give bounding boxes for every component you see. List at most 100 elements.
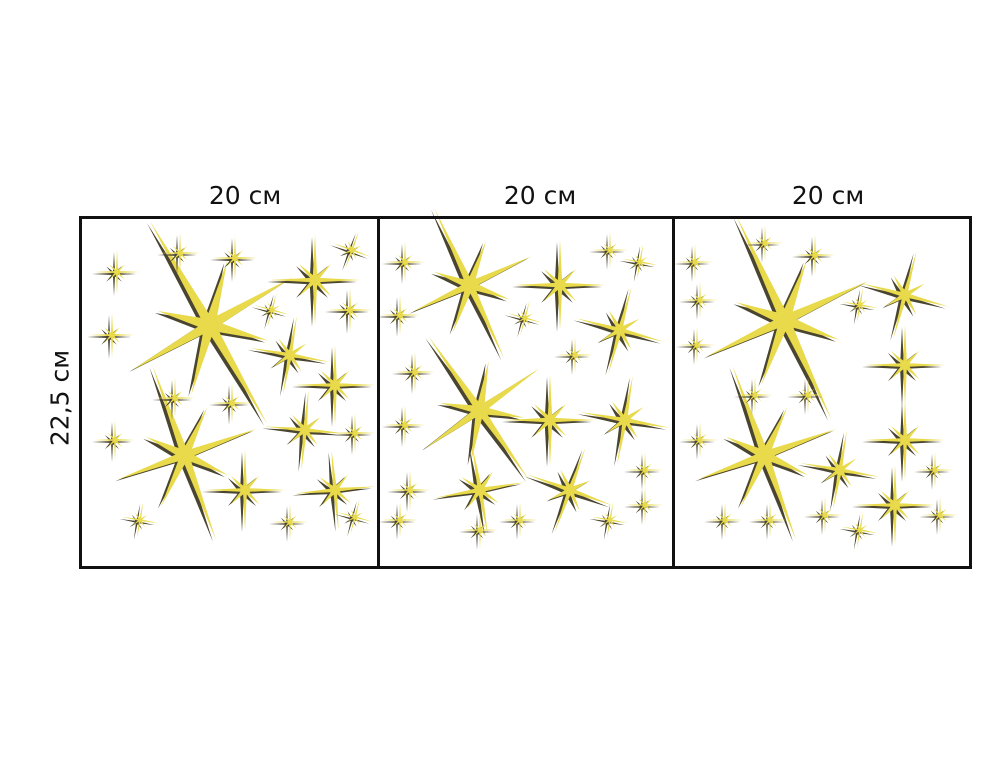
panel-3-width-label: 20 см <box>791 181 865 210</box>
star-sticker <box>695 365 837 542</box>
star-sticker <box>862 325 945 407</box>
eight-point-star-icon <box>385 242 425 282</box>
eight-point-star-icon <box>842 512 878 548</box>
eight-point-star-icon <box>90 313 134 357</box>
eight-point-star-icon <box>682 422 718 458</box>
star-sticker <box>459 512 498 550</box>
star-sticker <box>432 445 525 537</box>
eight-point-star-icon <box>592 502 628 538</box>
star-sticker <box>325 288 372 334</box>
star-sticker <box>377 295 420 337</box>
star-sticker <box>129 221 294 426</box>
star-shadow <box>744 227 780 263</box>
eight-point-star-icon <box>917 452 953 488</box>
panel-divider-2 <box>672 216 675 569</box>
eight-point-star-icon <box>118 365 257 540</box>
eight-point-star-icon <box>265 390 345 470</box>
star-sticker <box>499 502 538 540</box>
eight-point-star-icon <box>155 378 195 418</box>
star-sticker <box>387 470 430 512</box>
star-sticker <box>524 447 613 535</box>
eight-point-star-icon <box>747 225 783 261</box>
star-sticker <box>332 413 375 455</box>
star-sticker <box>919 497 958 535</box>
star-shadow <box>674 246 710 282</box>
eight-point-star-icon <box>122 502 158 538</box>
eight-point-star-icon <box>922 497 958 533</box>
star-sticker <box>119 502 158 540</box>
eight-point-star-icon <box>335 413 375 453</box>
eight-point-star-icon <box>212 383 252 423</box>
star-sticker <box>797 430 880 512</box>
star-sticker <box>251 292 290 330</box>
eight-point-star-icon <box>502 502 538 538</box>
star-sticker <box>624 452 663 490</box>
star-shadow <box>589 234 625 270</box>
star-sticker <box>269 504 308 542</box>
eight-point-star-icon <box>677 244 713 280</box>
star-sticker <box>679 422 718 460</box>
star-sticker <box>703 215 869 421</box>
star-sticker <box>504 300 543 338</box>
star-sticker <box>573 286 664 376</box>
star-sticker <box>292 450 375 532</box>
eight-point-star-icon <box>250 315 330 395</box>
star-sticker <box>92 420 135 462</box>
eight-point-star-icon <box>507 300 543 336</box>
star-sticker <box>858 251 949 341</box>
star-sticker <box>512 240 605 332</box>
eight-point-star-icon <box>576 286 664 374</box>
star-sticker <box>744 225 783 263</box>
star-sticker <box>392 352 435 394</box>
star-sticker <box>734 377 773 415</box>
star-sticker <box>577 375 670 467</box>
star-sticker <box>589 232 628 270</box>
star-sticker <box>202 450 285 532</box>
eight-point-star-icon <box>865 325 945 405</box>
eight-point-star-icon <box>132 221 294 424</box>
eight-point-star-icon <box>382 502 418 538</box>
panel-2-width-label: 20 см <box>503 181 577 210</box>
star-shadow <box>624 454 660 490</box>
star-sticker <box>554 337 593 375</box>
eight-point-star-icon <box>505 375 595 465</box>
star-shadow <box>804 499 840 535</box>
star-sticker <box>292 345 375 427</box>
star-sticker <box>382 242 425 284</box>
eight-point-star-icon <box>424 336 539 480</box>
eight-point-star-icon <box>95 420 135 460</box>
star-sticker <box>115 365 257 542</box>
eight-point-star-icon <box>328 288 372 332</box>
star-sticker <box>409 208 532 361</box>
star-shadow <box>734 379 770 415</box>
star-sticker <box>267 235 360 327</box>
eight-point-star-icon <box>865 400 945 480</box>
star-sticker <box>330 231 371 271</box>
eight-point-star-icon <box>385 405 425 445</box>
star-sticker <box>502 375 595 467</box>
eight-point-star-icon <box>737 377 773 413</box>
eight-point-star-icon <box>800 430 880 510</box>
star-shadow <box>787 379 823 415</box>
eight-point-star-icon <box>515 240 605 330</box>
eight-point-star-icon <box>213 236 257 280</box>
star-sticker <box>152 378 195 420</box>
star-sticker <box>914 452 953 490</box>
eight-point-star-icon <box>333 231 371 269</box>
star-sticker <box>379 502 418 540</box>
panel-divider-1 <box>377 216 380 569</box>
star-sticker <box>624 487 663 525</box>
star-sticker <box>792 235 835 277</box>
star-sticker <box>619 244 658 282</box>
eight-point-star-icon <box>842 287 878 323</box>
eight-point-star-icon <box>557 337 593 373</box>
eight-point-star-icon <box>254 292 290 328</box>
eight-point-star-icon <box>380 295 420 335</box>
panels-frame <box>79 216 972 569</box>
star-shadow <box>679 284 715 320</box>
star-sticker <box>862 400 945 482</box>
star-shadow <box>749 504 785 540</box>
star-sticker <box>210 236 257 282</box>
eight-point-star-icon <box>412 208 532 359</box>
